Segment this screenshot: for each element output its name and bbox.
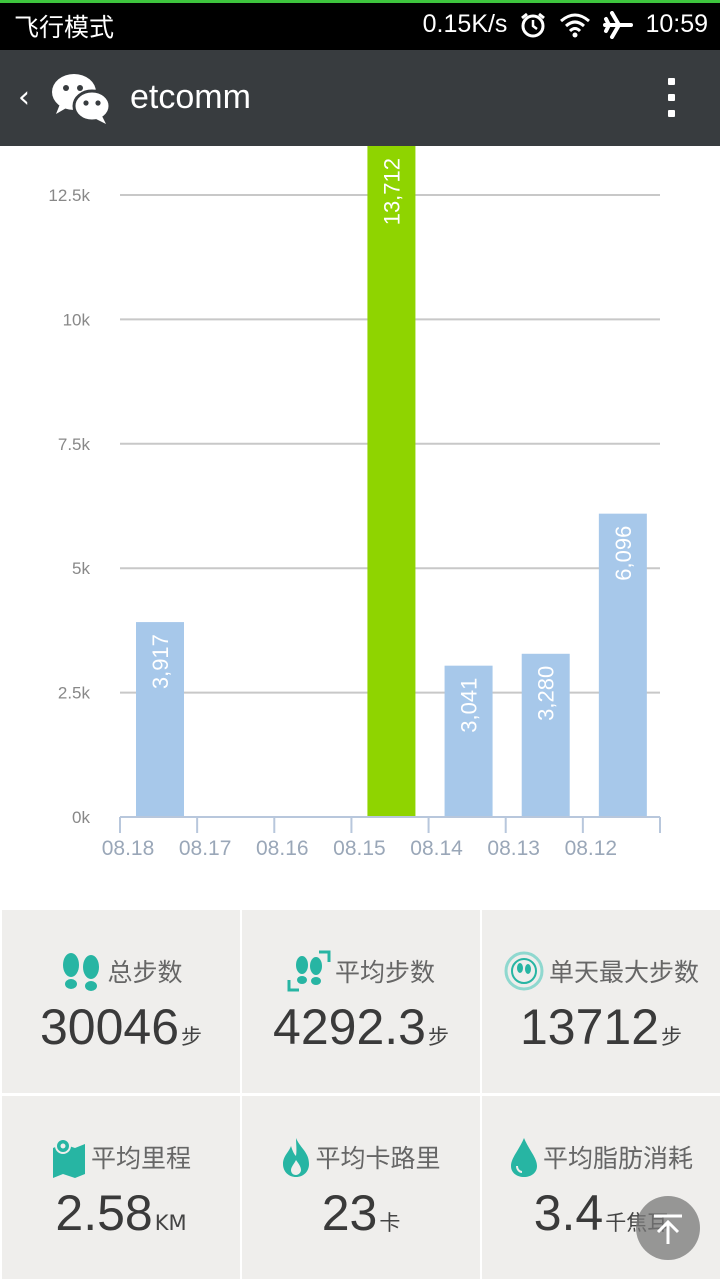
y-tick-label: 0k — [72, 808, 90, 827]
y-tick-label: 12.5k — [48, 186, 90, 205]
bar — [136, 622, 184, 817]
network-speed: 0.15K/s — [422, 10, 508, 38]
arrow-up-icon — [654, 1214, 682, 1244]
x-tick-label: 08.14 — [410, 837, 463, 860]
stat-total-steps: 总步数 30046步 — [2, 910, 240, 1093]
app-title-bar: ‹ etcomm — [0, 50, 720, 146]
bar-value-label: 6,096 — [611, 526, 636, 581]
wechat-logo-icon — [50, 70, 112, 130]
stat-label: 平均脂肪消耗 — [542, 1144, 693, 1173]
airplane-icon — [603, 10, 634, 39]
stat-value: 3.4 — [533, 1185, 604, 1241]
bar-value-label: 3,917 — [148, 634, 173, 689]
stat-average-distance: 平均里程 2.58KM — [2, 1096, 240, 1279]
stat-unit: 步 — [181, 1025, 203, 1049]
y-tick-label: 7.5k — [58, 435, 91, 454]
footprints-frame-icon — [287, 950, 331, 992]
footprints-circle-icon — [503, 950, 545, 992]
x-tick-label: 08.18 — [102, 837, 155, 860]
stat-value: 23 — [321, 1185, 378, 1241]
stat-unit: 卡 — [379, 1211, 401, 1235]
bar-value-label: 3,280 — [534, 666, 559, 721]
more-menu-icon[interactable] — [668, 78, 676, 118]
y-tick-label: 10k — [63, 310, 91, 329]
stat-label: 单天最大步数 — [548, 958, 699, 987]
y-tick-label: 2.5k — [58, 684, 91, 703]
stat-average-calories: 平均卡路里 23卡 — [242, 1096, 480, 1279]
y-tick-label: 5k — [72, 559, 90, 578]
page-title: etcomm — [130, 78, 251, 116]
x-tick-label: 08.17 — [179, 837, 232, 860]
stat-label: 平均里程 — [90, 1144, 191, 1173]
bar-value-label: 13,712 — [379, 158, 404, 225]
stat-value: 2.58 — [55, 1185, 153, 1241]
bar — [598, 513, 647, 817]
back-icon[interactable]: ‹ — [18, 80, 30, 115]
stat-value: 13712 — [519, 999, 660, 1055]
stat-unit: 步 — [661, 1025, 683, 1049]
stat-label: 平均步数 — [334, 958, 435, 987]
bar — [444, 665, 493, 817]
map-pin-icon — [51, 1136, 87, 1178]
footprints-icon — [59, 950, 103, 992]
stat-value: 30046 — [39, 999, 180, 1055]
bar — [367, 146, 416, 817]
alarm-icon — [519, 11, 547, 39]
x-tick-label: 08.13 — [487, 837, 540, 860]
stat-label: 平均卡路里 — [315, 1144, 441, 1173]
status-bar: 飞行模式 0.15K/s 10:59 — [0, 0, 720, 50]
drop-icon — [509, 1136, 539, 1178]
stat-average-steps: 平均步数 4292.3步 — [242, 910, 480, 1093]
bar-value-label: 3,041 — [457, 678, 482, 733]
stat-unit: 步 — [427, 1025, 449, 1049]
status-bar-accent-line — [0, 0, 720, 3]
stat-max-daily-steps: 单天最大步数 13712步 — [482, 910, 720, 1093]
stat-value: 4292.3 — [273, 999, 426, 1055]
x-tick-label: 08.12 — [565, 837, 618, 860]
scroll-to-top-button[interactable] — [636, 1196, 700, 1260]
bar — [521, 653, 570, 817]
steps-bar-chart: 0k 2.5k 5k 7.5k 10k 12.5k 3,917 13,712 3,041 3,28… — [0, 146, 720, 910]
wifi-icon — [559, 12, 591, 38]
flame-icon — [281, 1136, 311, 1178]
x-tick-label: 08.16 — [256, 837, 309, 860]
clock-time: 10:59 — [645, 10, 708, 38]
stat-label: 总步数 — [107, 958, 183, 987]
stat-unit: KM — [154, 1211, 187, 1235]
x-tick-label: 08.15 — [333, 837, 386, 860]
stats-grid: 总步数 30046步 平均步数 4292.3步 — [0, 908, 720, 1280]
airplane-mode-label: 飞行模式 — [14, 13, 115, 42]
chart-canvas: 0k 2.5k 5k 7.5k 10k 12.5k 3,917 13,712 3,041 3,28… — [48, 146, 661, 860]
